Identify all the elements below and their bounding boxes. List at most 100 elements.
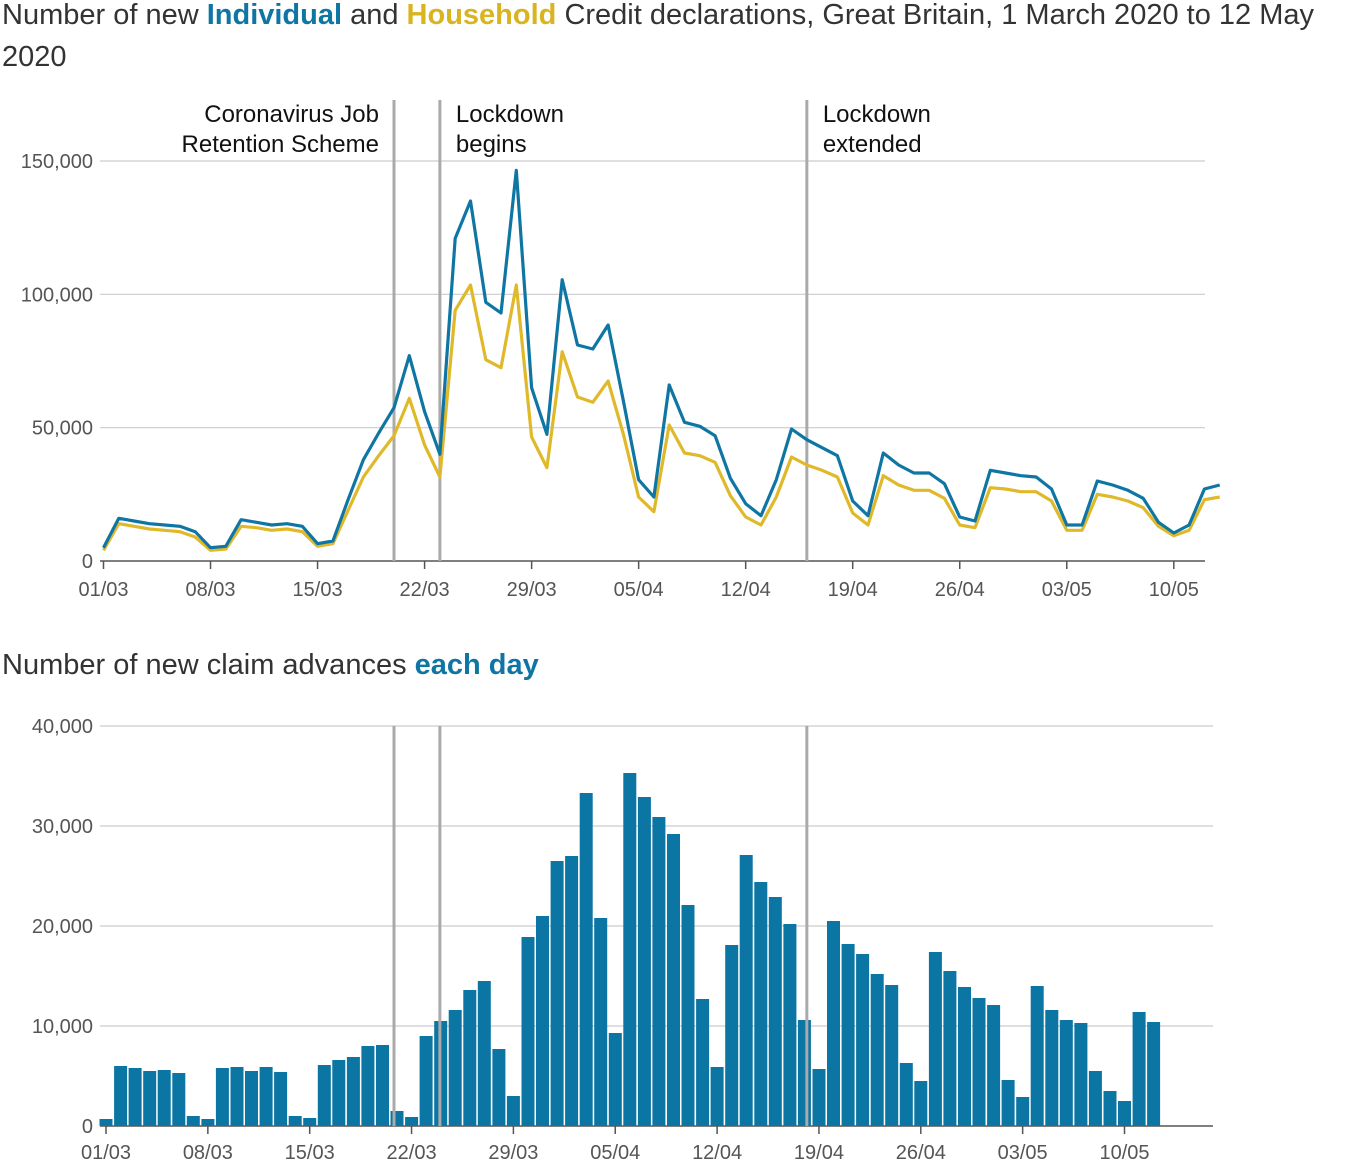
bar (114, 1066, 128, 1126)
bar (870, 974, 884, 1126)
bar (521, 937, 535, 1126)
y-tick-label: 40,000 (32, 716, 93, 738)
bar (419, 1036, 433, 1126)
title-text: and (342, 0, 407, 31)
bar (288, 1116, 302, 1126)
title-series-individual: Individual (206, 0, 343, 31)
bar (1030, 986, 1044, 1126)
y-tick-label: 10,000 (32, 1016, 93, 1038)
x-tick-label: 26/04 (935, 579, 985, 601)
x-tick-label: 03/05 (1042, 579, 1092, 601)
bar (492, 1049, 506, 1126)
event-annotation: Lockdown (823, 101, 931, 128)
bar (128, 1068, 142, 1126)
event-annotation: Retention Scheme (182, 131, 379, 158)
event-annotation: Lockdown (456, 101, 564, 128)
x-tick-label: 05/04 (590, 1142, 640, 1164)
bar (1088, 1071, 1102, 1126)
x-tick-label: 05/04 (614, 579, 664, 601)
bar (259, 1067, 273, 1126)
event-annotation: begins (456, 131, 527, 158)
bar (536, 916, 549, 1126)
bar (739, 855, 753, 1126)
title-text: Number of new (2, 0, 207, 31)
bar (696, 999, 710, 1126)
bar (1001, 1080, 1015, 1126)
y-tick-label: 20,000 (32, 916, 93, 938)
bar (856, 954, 870, 1126)
x-tick-label: 22/03 (387, 1142, 437, 1164)
bar (885, 985, 899, 1126)
x-tick-label: 08/03 (183, 1142, 233, 1164)
bar (245, 1071, 258, 1126)
series-line-household (102, 283, 1220, 552)
bar (725, 945, 739, 1126)
bar (958, 987, 971, 1126)
bar (579, 793, 593, 1126)
line-chart-declarations: 0 50,000 100,000 150,000 01/03 08/03 15/03 22/0… (21, 100, 1221, 601)
bar (201, 1119, 215, 1126)
bar (1016, 1097, 1030, 1126)
x-tick-label: 01/03 (78, 579, 128, 601)
bar (987, 1005, 1001, 1126)
bar (637, 797, 651, 1126)
bar (827, 921, 840, 1126)
bar (797, 1020, 811, 1126)
bar (914, 1081, 928, 1126)
bar (186, 1116, 200, 1126)
chart-title-top: Number of new Individual and Household C… (2, 0, 1361, 78)
bar (215, 1068, 229, 1126)
series-line-individual (102, 168, 1221, 550)
bar (710, 1067, 724, 1126)
y-tick-label: 50,000 (32, 418, 93, 440)
x-tick-label: 29/03 (507, 579, 557, 601)
bar (594, 918, 608, 1126)
bar (317, 1065, 331, 1126)
x-tick-label: 19/04 (828, 579, 878, 601)
bar (463, 990, 477, 1126)
bar (754, 882, 768, 1126)
bar (172, 1073, 186, 1126)
title-text: Number of new claim advances (2, 649, 415, 681)
bar (230, 1067, 244, 1126)
bar (972, 998, 986, 1126)
bar (681, 905, 695, 1126)
bar (346, 1057, 360, 1126)
bar (390, 1111, 404, 1126)
bar (157, 1070, 171, 1126)
title-series-household: Household (406, 0, 557, 31)
x-tick-label: 08/03 (185, 579, 235, 601)
bar (405, 1117, 419, 1126)
title-text: Credit declarations, Great Britain, 1 Ma… (2, 0, 1314, 73)
bar (652, 817, 666, 1126)
x-tick-label: 10/05 (1149, 579, 1199, 601)
y-tick-label: 100,000 (21, 284, 93, 306)
y-tick-label: 0 (82, 551, 93, 573)
bar (565, 856, 579, 1126)
x-tick-label: 19/04 (794, 1142, 844, 1164)
y-tick-label: 0 (82, 1116, 93, 1138)
bar (1103, 1091, 1117, 1126)
x-tick-label: 15/03 (285, 1142, 335, 1164)
bar (1059, 1020, 1073, 1126)
bar (477, 981, 491, 1126)
bar (1147, 1022, 1161, 1126)
x-tick-label: 01/03 (81, 1142, 131, 1164)
bar (376, 1045, 389, 1126)
bar (1132, 1012, 1146, 1126)
x-tick-label: 22/03 (400, 579, 450, 601)
bar (550, 861, 564, 1126)
bar (667, 834, 680, 1126)
bar (928, 952, 942, 1126)
x-tick-label: 12/04 (721, 579, 771, 601)
bar (143, 1071, 157, 1126)
title-highlight-each-day: each day (414, 649, 539, 681)
bar (506, 1096, 520, 1126)
bar (812, 1069, 826, 1126)
x-tick-label: 12/04 (692, 1142, 742, 1164)
y-tick-label: 150,000 (21, 151, 93, 173)
x-tick-label: 26/04 (896, 1142, 946, 1164)
event-annotation: extended (823, 131, 922, 158)
x-tick-label: 10/05 (1099, 1142, 1149, 1164)
